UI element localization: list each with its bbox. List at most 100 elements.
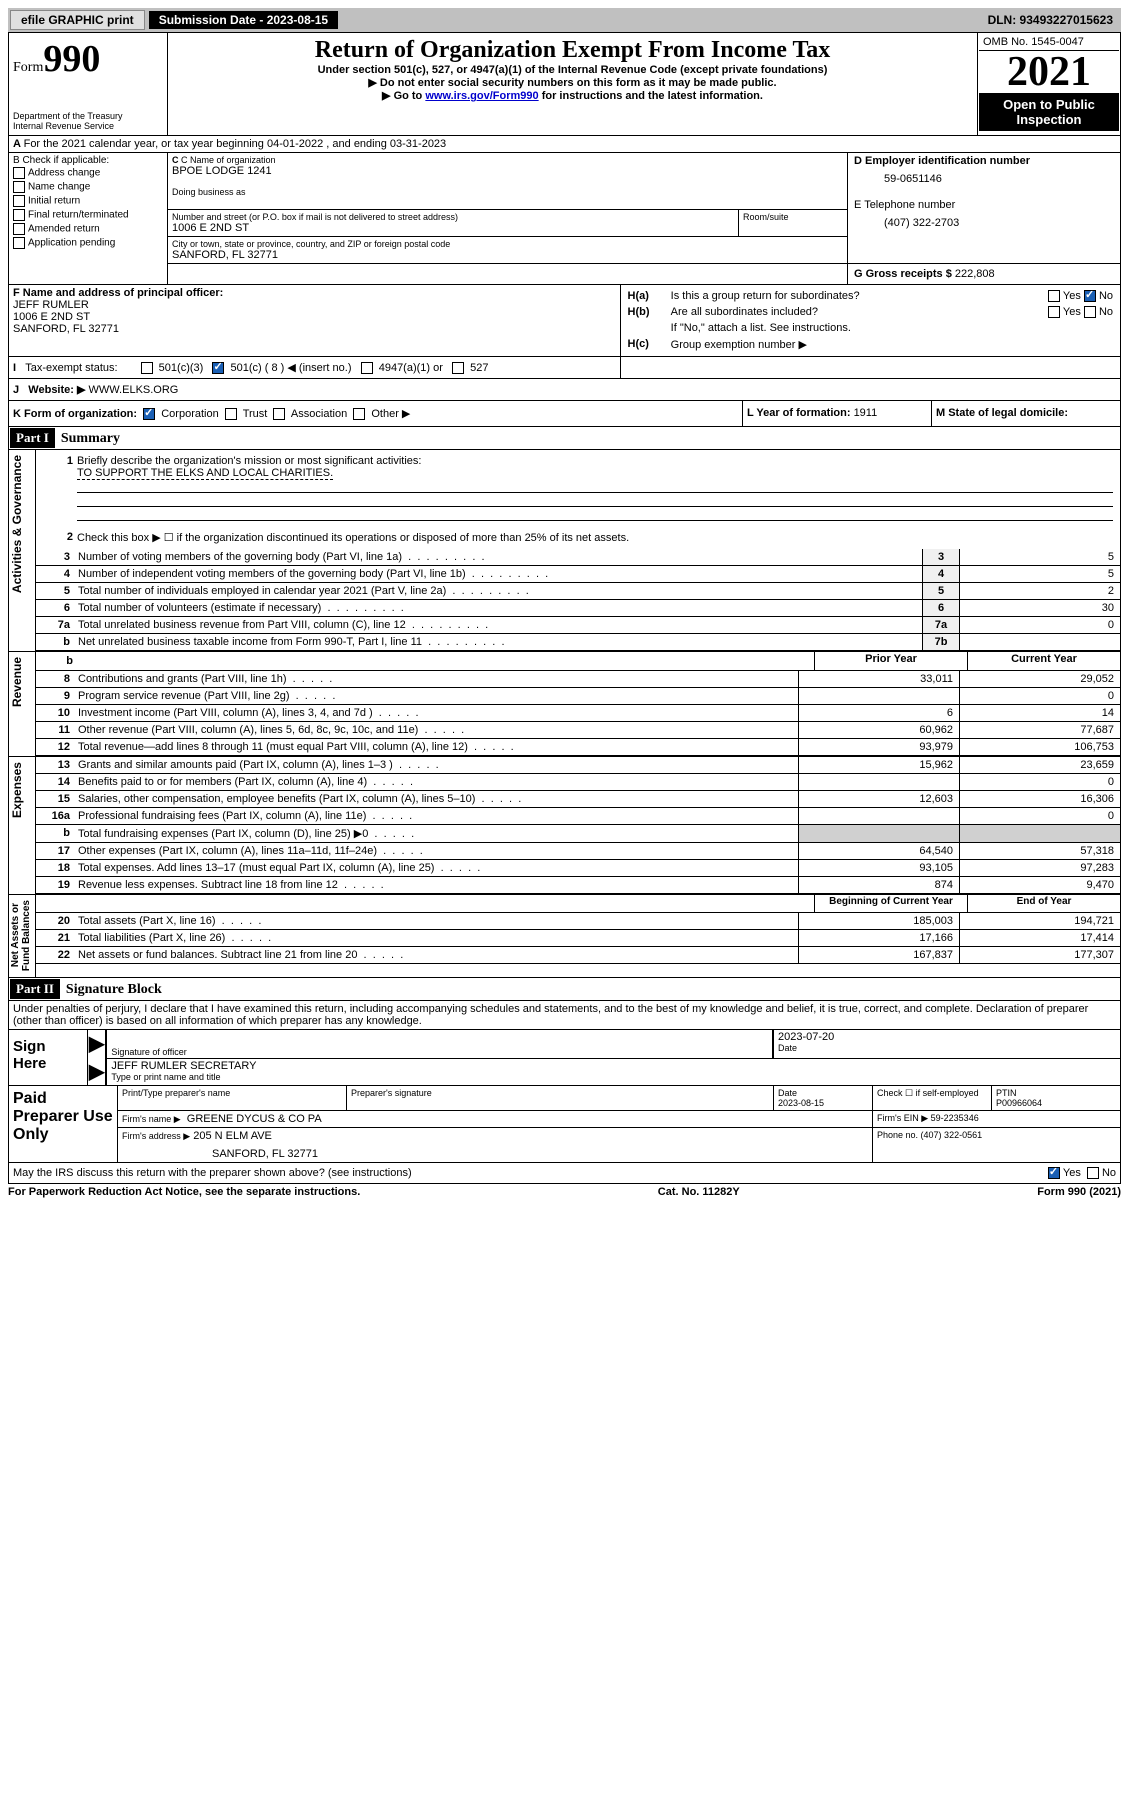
footer: For Paperwork Reduction Act Notice, see … [8,1184,1121,1198]
box-b: B Check if applicable: Address changeNam… [9,153,168,284]
title-cell: Return of Organization Exempt From Incom… [168,33,978,136]
tax-status-option[interactable]: 4947(a)(1) or [361,362,452,374]
subhead-2: ▶ Do not enter social security numbers o… [172,76,973,89]
col-current-header: Current Year [968,652,1121,671]
summary-row: 5Total number of individuals employed in… [36,583,1120,600]
summary-row: 17Other expenses (Part IX, column (A), l… [36,843,1120,860]
box-c-name: C C Name of organization BPOE LODGE 1241… [168,153,848,210]
checkbox-option[interactable]: Address change [13,166,163,180]
firm-addr: Firm's address ▶ 205 N ELM AVE SANFORD, … [118,1128,873,1163]
checkbox-option[interactable]: Application pending [13,236,163,250]
summary-row: 19Revenue less expenses. Subtract line 1… [36,877,1120,894]
tax-status-option[interactable]: 501(c) ( 8 ) ◀ (insert no.) [212,362,360,374]
form-number: 990 [43,38,100,80]
subhead-1: Under section 501(c), 527, or 4947(a)(1)… [172,64,973,76]
sign-here-label: Sign Here [9,1030,88,1086]
box-d-e: D Employer identification number 59-0651… [848,153,1121,264]
box-g: G Gross receipts $ 222,808 [848,264,1121,285]
summary-row: 13Grants and similar amounts paid (Part … [36,757,1120,774]
org-form-option[interactable]: Trust [219,408,268,420]
line-m: M State of legal domicile: [932,401,1121,426]
summary-row: 20Total assets (Part X, line 16) . . . .… [36,913,1120,930]
summary-row: 22Net assets or fund balances. Subtract … [36,946,1120,963]
col-end-header: End of Year [968,895,1121,912]
phone-value: (407) 322-2703 [854,211,1114,229]
prep-name: Print/Type preparer's name [118,1086,347,1111]
checkbox-option[interactable]: Final return/terminated [13,208,163,222]
subhead-3: ▶ Go to www.irs.gov/Form990 for instruct… [172,89,973,102]
summary-row: 6Total number of volunteers (estimate if… [36,600,1120,617]
toolbar-spacer [342,18,983,22]
form-title: Return of Organization Exempt From Incom… [172,37,973,64]
form-prefix: Form [13,60,43,75]
summary-row: 11Other revenue (Part VIII, column (A), … [36,722,1120,739]
prep-sig: Preparer's signature [347,1086,774,1111]
col-beginning-header: Beginning of Current Year [815,895,968,912]
org-form-option[interactable]: Association [267,408,347,420]
form-id-cell: Form990 Department of the Treasury Inter… [9,33,168,136]
irs-label: Internal Revenue Service [13,121,163,131]
summary-row: bTotal fundraising expenses (Part IX, co… [36,825,1120,843]
box-b-label: B Check if applicable: [13,155,163,166]
self-employed: Check ☐ if self-employed [873,1086,992,1111]
ein-value: 59-0651146 [854,167,1114,199]
officer-sig: Signature of officer [106,1030,773,1059]
tax-year: 2021 [979,51,1119,93]
checkbox-option[interactable]: Name change [13,180,163,194]
q2: 2Check this box ▶ ☐ if the organization … [36,526,1121,549]
firm-ein: Firm's EIN ▶ 59-2235346 [873,1111,1121,1128]
arrow-icon: ▶ [88,1058,107,1085]
summary-row: 12Total revenue—add lines 8 through 11 (… [36,739,1120,756]
org-form-option[interactable]: Other ▶ [347,408,410,420]
firm-phone: Phone no. (407) 322-0561 [873,1128,1121,1158]
paid-preparer-label: Paid Preparer Use Only [9,1086,118,1162]
q1: 1 Briefly describe the organization's mi… [36,450,1121,526]
part1-header: Part ISummary [9,427,1121,450]
section-net-assets: Net Assets orFund Balances [9,895,36,977]
summary-row: 7aTotal unrelated business revenue from … [36,617,1120,634]
box-f: F Name and address of principal officer:… [9,285,620,357]
efile-print-button[interactable]: efile GRAPHIC print [10,10,145,30]
part2-header: Part IISignature Block [9,977,1121,1000]
col-prior-header: Prior Year [815,652,968,671]
top-toolbar: efile GRAPHIC print Submission Date - 20… [8,8,1121,32]
section-expenses: Expenses [9,757,36,895]
checkbox-option[interactable]: Initial return [13,194,163,208]
form-990: Form990 Department of the Treasury Inter… [8,32,1121,1184]
summary-row: bNet unrelated business taxable income f… [36,634,1120,651]
summary-row: 9Program service revenue (Part VIII, lin… [36,688,1120,705]
discuss-line: May the IRS discuss this return with the… [9,1163,1121,1184]
prep-date: Date2023-08-15 [774,1086,873,1111]
arrow-icon: ▶ [88,1030,107,1059]
tax-status-option[interactable]: 501(c)(3) [141,362,213,374]
line-k: K Form of organization: Corporation Trus… [9,401,743,426]
section-activities: Activities & Governance [9,450,36,652]
irs-link[interactable]: www.irs.gov/Form990 [425,90,538,102]
section-revenue: Revenue [9,652,36,757]
footer-right: Form 990 (2021) [1037,1186,1121,1198]
declaration: Under penalties of perjury, I declare th… [9,1000,1121,1029]
ptin: PTINP00966064 [992,1086,1121,1111]
year-cell: OMB No. 1545-0047 2021 Open to Public In… [978,33,1121,136]
summary-row: 18Total expenses. Add lines 13–17 (must … [36,860,1120,877]
line-j: J Website: ▶ WWW.ELKS.ORG [9,379,1121,401]
line-i: I Tax-exempt status: 501(c)(3) 501(c) ( … [9,357,620,379]
summary-row: 3Number of voting members of the governi… [36,549,1120,566]
summary-row: 15Salaries, other compensation, employee… [36,791,1120,808]
firm-name: Firm's name ▶ GREENE DYCUS & CO PA [118,1111,873,1128]
box-e-label: E Telephone number [854,199,1114,211]
submission-date: Submission Date - 2023-08-15 [149,11,338,29]
box-c-addr: Number and street (or P.O. box if mail i… [168,210,848,264]
officer-name: JEFF RUMLER SECRETARY Type or print name… [106,1058,1120,1085]
footer-left: For Paperwork Reduction Act Notice, see … [8,1186,360,1198]
summary-row: 21Total liabilities (Part X, line 26) . … [36,929,1120,946]
box-h: H(a)Is this a group return for subordina… [620,285,1120,357]
checkbox-option[interactable]: Amended return [13,222,163,236]
sig-date: 2023-07-20 Date [773,1030,1120,1059]
footer-mid: Cat. No. 11282Y [658,1186,740,1198]
dln-label: DLN: 93493227015623 [988,13,1119,27]
dept-label: Department of the Treasury [13,111,163,121]
tax-status-option[interactable]: 527 [452,362,498,374]
org-form-option[interactable]: Corporation [140,408,219,420]
summary-row: 16aProfessional fundraising fees (Part I… [36,808,1120,825]
